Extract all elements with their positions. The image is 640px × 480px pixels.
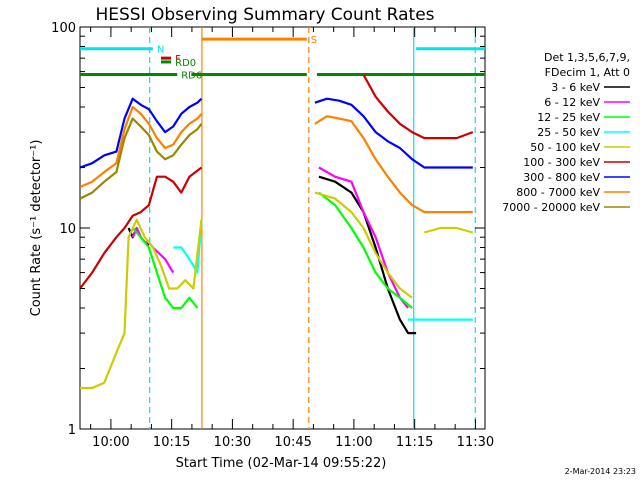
series-line bbox=[173, 219, 203, 274]
flag-label: RD6 bbox=[181, 71, 202, 82]
series-line bbox=[80, 105, 203, 189]
series-line bbox=[318, 166, 409, 309]
series-line bbox=[80, 97, 203, 169]
x-tick-label: 11:00 bbox=[335, 435, 372, 450]
flag-label: S bbox=[311, 35, 317, 46]
y-tick-label: 10 bbox=[59, 222, 76, 237]
series-line bbox=[314, 115, 473, 214]
chart-title: HESSI Observing Summary Count Rates bbox=[95, 5, 434, 25]
legend-header-line-1: Det 1,3,5,6,7,9, bbox=[544, 51, 630, 64]
x-tick-label: 10:45 bbox=[274, 435, 311, 450]
flag-label: RD0 bbox=[175, 58, 196, 69]
series-line bbox=[314, 191, 413, 299]
series-line bbox=[80, 117, 203, 200]
x-tick-label: 11:30 bbox=[457, 435, 494, 450]
legend-label: 6 - 12 keV bbox=[544, 96, 600, 109]
series-line bbox=[314, 97, 473, 169]
series-line bbox=[131, 227, 199, 310]
series-line bbox=[362, 74, 474, 140]
legend-label: 12 - 25 keV bbox=[537, 111, 600, 124]
legend-header-line-2: FDecim 1, Att 0 bbox=[545, 66, 630, 79]
y-tick-label: 1 bbox=[68, 423, 76, 438]
legend-label: 100 - 300 keV bbox=[523, 156, 600, 169]
legend-label: 300 - 800 keV bbox=[523, 171, 600, 184]
y-axis-label: Count Rate (s⁻¹ detector⁻¹) bbox=[29, 140, 44, 317]
flag-label: F bbox=[175, 54, 181, 65]
x-tick-label: 10:30 bbox=[214, 435, 251, 450]
series-line bbox=[424, 226, 474, 234]
footer-date: 2-Mar-2014 23:23 bbox=[565, 467, 636, 476]
series-line bbox=[80, 166, 203, 290]
series-line bbox=[80, 218, 203, 390]
legend-label: 25 - 50 keV bbox=[537, 126, 600, 139]
x-axis-label: Start Time (02-Mar-14 09:55:22) bbox=[176, 456, 387, 471]
y-tick-label: 100 bbox=[51, 21, 76, 36]
legend: Det 1,3,5,6,7,9, FDecim 1, Att 0 3 - 6 k… bbox=[502, 51, 630, 214]
series-line bbox=[131, 226, 175, 274]
flag-label: N bbox=[157, 45, 164, 56]
x-tick-label: 10:15 bbox=[153, 435, 190, 450]
x-tick-label: 11:15 bbox=[396, 435, 433, 450]
legend-label: 7000 - 20000 keV bbox=[502, 201, 600, 214]
series-line bbox=[318, 191, 413, 309]
x-tick-label: 10:00 bbox=[92, 435, 129, 450]
legend-label: 800 - 7000 keV bbox=[516, 186, 600, 199]
legend-label: 3 - 6 keV bbox=[551, 81, 600, 94]
legend-label: 50 - 100 keV bbox=[530, 141, 600, 154]
series-line bbox=[318, 175, 417, 335]
